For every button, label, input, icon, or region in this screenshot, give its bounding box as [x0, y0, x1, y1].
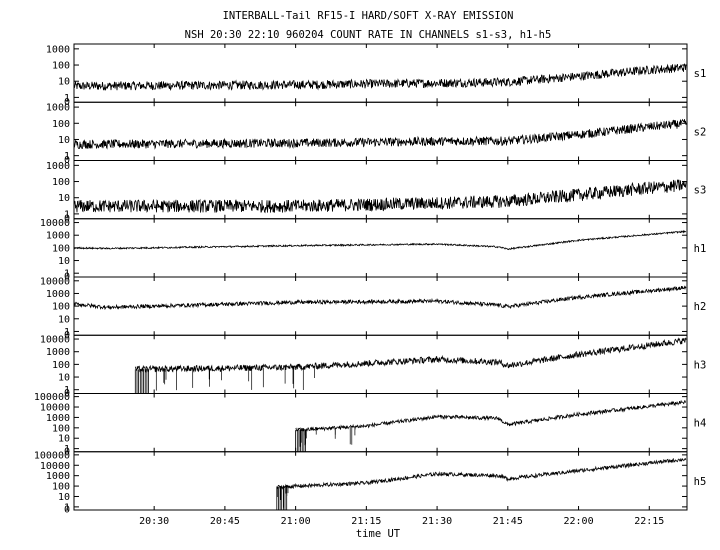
y-tick-label: 1: [64, 151, 70, 162]
dropouts-h3: [134, 366, 315, 394]
panel-s1: 1000 100 10 10 s1: [46, 43, 707, 108]
y-tick-label: 100: [52, 119, 70, 130]
y-tick-label: 1000: [46, 161, 70, 172]
y-tick-label: 0: [64, 505, 70, 516]
y-tick-label: 0: [64, 446, 70, 457]
panel-s3: 1000 100 10 10 s3: [46, 160, 707, 224]
dropouts-h4: [295, 426, 356, 452]
x-tick-label: 22:15: [634, 516, 664, 527]
y-tick-label: 0: [64, 155, 70, 166]
y-tick-label: 1: [64, 209, 70, 220]
chart-title: INTERBALL-Tail RF15-I HARD/SOFT X-RAY EM…: [223, 10, 514, 22]
y-tick-label: 10000: [40, 461, 70, 472]
x-tick-label: 20:30: [139, 516, 169, 527]
y-tick-label: 100: [52, 243, 70, 254]
y-tick-label: 1: [64, 93, 70, 104]
y-tick-label: 10: [58, 434, 70, 445]
series-label-s2: s2: [694, 126, 707, 138]
series-label-h1: h1: [694, 243, 707, 255]
x-tick-label: 22:00: [563, 516, 593, 527]
x-tick-label: 21:45: [493, 516, 523, 527]
y-tick-label: 1000: [46, 413, 70, 424]
y-tick-label: 100: [52, 423, 70, 434]
series-label-h5: h5: [694, 476, 707, 488]
panel-frame-h4: [73, 393, 688, 453]
y-tick-label: 10000: [40, 218, 70, 229]
y-tick-label: 100: [52, 302, 70, 313]
y-tick-label: 10000: [40, 403, 70, 414]
x-axis-label: time UT: [356, 528, 401, 540]
series-line-h1: [73, 229, 687, 251]
y-tick-label: 1: [64, 327, 70, 338]
panels-group: 10001001010s110001001010s210001001010s31…: [34, 43, 707, 516]
y-tick-label: 0: [64, 213, 70, 224]
y-tick-label: 10000: [40, 276, 70, 287]
y-tick-label: 10: [58, 373, 70, 384]
series-label-s1: s1: [694, 68, 707, 80]
y-tick-label: 100000: [34, 392, 70, 403]
y-tick-label: 10: [58, 492, 70, 503]
y-tick-label: 1: [64, 385, 70, 396]
y-tick-label: 100: [52, 360, 70, 371]
y-tick-label: 1: [64, 444, 70, 455]
x-tick-label: 21:30: [422, 516, 452, 527]
y-tick-label: 0: [64, 330, 70, 341]
chart-subtitle: NSH 20:30 22:10 960204 COUNT RATE IN CHA…: [185, 29, 552, 41]
series-label-h3: h3: [694, 359, 707, 371]
series-line-s2: [73, 118, 687, 150]
series-line-h2: [73, 285, 687, 311]
y-tick-label: 100000: [34, 450, 70, 461]
y-tick-label: 100: [52, 61, 70, 72]
y-tick-label: 1: [64, 269, 70, 280]
series-line-h3: [134, 337, 687, 373]
panel-s2: 1000 100 10 10 s2: [46, 101, 707, 166]
y-tick-label: 1: [64, 502, 70, 513]
y-tick-label: 1000: [46, 231, 70, 242]
series-line-s3: [73, 179, 687, 214]
y-tick-label: 10000: [40, 335, 70, 346]
y-tick-label: 100: [52, 482, 70, 493]
panel-frame-h5: [73, 451, 688, 511]
y-tick-label: 0: [64, 97, 70, 108]
x-tick-label: 21:15: [351, 516, 381, 527]
y-tick-label: 0: [64, 388, 70, 399]
series-label-s3: s3: [694, 185, 707, 197]
y-tick-label: 10: [58, 193, 70, 204]
x-tick-label: 21:00: [281, 516, 311, 527]
y-tick-label: 0: [64, 272, 70, 283]
series-label-h2: h2: [694, 301, 707, 313]
y-tick-label: 1000: [46, 103, 70, 114]
series-label-h4: h4: [694, 418, 707, 430]
series-line-s1: [73, 63, 687, 92]
y-tick-label: 10: [58, 135, 70, 146]
y-tick-label: 1000: [46, 347, 70, 358]
y-tick-label: 1000: [46, 471, 70, 482]
x-axis: 20:30 20:45 21:00 21:15 21:30 21:45 22:00 22:15: [139, 516, 664, 527]
series-line-h5: [276, 457, 687, 490]
y-tick-label: 10: [58, 314, 70, 325]
y-tick-label: 10: [58, 256, 70, 267]
y-tick-label: 1000: [46, 44, 70, 55]
series-line-h4: [295, 399, 686, 432]
y-tick-label: 10: [58, 77, 70, 88]
dropouts-h5: [276, 486, 289, 510]
y-tick-label: 1000: [46, 289, 70, 300]
y-tick-label: 100: [52, 177, 70, 188]
x-tick-label: 20:45: [210, 516, 240, 527]
